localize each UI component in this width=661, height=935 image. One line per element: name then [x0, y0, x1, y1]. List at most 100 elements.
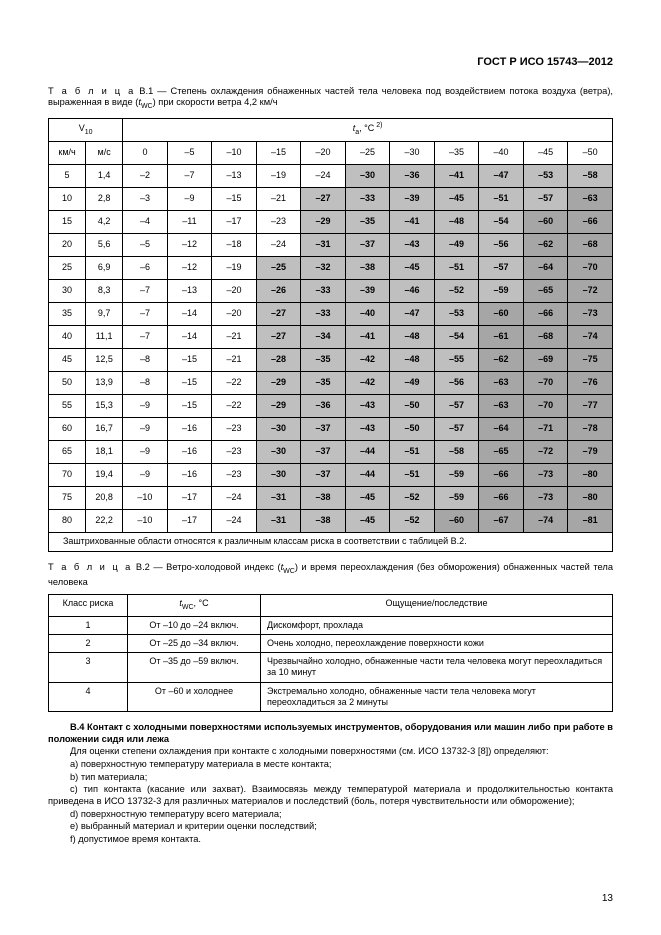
cell-value: –27 [256, 302, 301, 325]
cell-value: –41 [434, 164, 479, 187]
table-b1: V10 ta, °C 2) км/чм/с0–5–10–15–20–25–30–… [48, 118, 613, 552]
cell-kmh: 55 [49, 394, 86, 417]
cell-value: –51 [390, 440, 435, 463]
cell-value: –59 [434, 486, 479, 509]
cell-value: –80 [568, 463, 613, 486]
cell-value: –66 [479, 463, 524, 486]
cell-value: –20 [212, 302, 257, 325]
cell-value: –70 [523, 394, 568, 417]
cell-value: –28 [256, 348, 301, 371]
twc-range: От –35 до –59 включ. [128, 653, 261, 683]
cell-value: –73 [523, 463, 568, 486]
cell-kmh: 70 [49, 463, 86, 486]
temp-header: 0 [123, 141, 168, 164]
cell-value: –23 [256, 210, 301, 233]
cell-value: –39 [345, 279, 390, 302]
cell-value: –72 [568, 279, 613, 302]
cell-value: –19 [256, 164, 301, 187]
cell-value: –41 [345, 325, 390, 348]
table-row: 8022,2–10–17–24–31–38–45–52–60–67–74–81 [49, 509, 613, 532]
cell-value: –27 [256, 325, 301, 348]
cell-value: –70 [523, 371, 568, 394]
cell-value: –2 [123, 164, 168, 187]
b2-h1: Класс риска [49, 595, 128, 617]
cell-value: –9 [167, 187, 212, 210]
cell-value: –48 [390, 325, 435, 348]
cell-value: –52 [390, 509, 435, 532]
cell-value: –74 [523, 509, 568, 532]
temp-header: –15 [256, 141, 301, 164]
cell-value: –17 [167, 486, 212, 509]
cell-value: –33 [301, 279, 346, 302]
list-item: f) допустимое время контакта. [48, 834, 613, 846]
twc-sub: WC [141, 103, 153, 110]
cell-value: –12 [167, 233, 212, 256]
cell-value: –30 [345, 164, 390, 187]
risk-class: 1 [49, 616, 128, 634]
temp-header: –10 [212, 141, 257, 164]
cell-value: –53 [523, 164, 568, 187]
cell-value: –10 [123, 509, 168, 532]
table-row: 1От –10 до –24 включ.Дискомфорт, прохлад… [49, 616, 613, 634]
cell-value: –57 [434, 417, 479, 440]
cell-value: –23 [212, 463, 257, 486]
cell-ms: 13,9 [86, 371, 123, 394]
cell-value: –5 [123, 233, 168, 256]
cell-ms: 8,3 [86, 279, 123, 302]
cell-value: –7 [123, 302, 168, 325]
v10-header: V10 [49, 118, 123, 141]
cell-value: –6 [123, 256, 168, 279]
unit-kmh: км/ч [49, 141, 86, 164]
cell-value: –37 [345, 233, 390, 256]
cell-value: –33 [301, 302, 346, 325]
cell-value: –25 [256, 256, 301, 279]
cell-value: –63 [479, 371, 524, 394]
cell-value: –39 [390, 187, 435, 210]
cell-value: –16 [167, 417, 212, 440]
cell-value: –9 [123, 440, 168, 463]
cell-value: –79 [568, 440, 613, 463]
cell-value: –63 [479, 394, 524, 417]
table-row: 6518,1–9–16–23–30–37–44–51–58–65–72–79 [49, 440, 613, 463]
temp-header: –20 [301, 141, 346, 164]
b2-h3: Ощущение/последствие [261, 595, 613, 617]
cell-value: –53 [434, 302, 479, 325]
cell-value: –45 [390, 256, 435, 279]
cell-value: –54 [479, 210, 524, 233]
cell-value: –43 [390, 233, 435, 256]
cell-value: –4 [123, 210, 168, 233]
cell-value: –49 [434, 233, 479, 256]
cell-value: –40 [345, 302, 390, 325]
cell-value: –15 [167, 371, 212, 394]
twc-range: От –25 до –34 включ. [128, 634, 261, 652]
cell-value: –19 [212, 256, 257, 279]
cell-value: –66 [523, 302, 568, 325]
temp-header: –30 [390, 141, 435, 164]
cell-value: –9 [123, 417, 168, 440]
cell-value: –7 [167, 164, 212, 187]
cell-value: –35 [301, 371, 346, 394]
doc-header: ГОСТ Р ИСО 15743—2012 [48, 56, 613, 70]
cell-value: –38 [301, 509, 346, 532]
cell-value: –36 [390, 164, 435, 187]
cell-value: –31 [256, 486, 301, 509]
cell-value: –41 [390, 210, 435, 233]
cell-value: –38 [345, 256, 390, 279]
twc-range: От –60 и холоднее [128, 682, 261, 712]
cell-value: –57 [434, 394, 479, 417]
cell-value: –37 [301, 463, 346, 486]
cell-value: –46 [390, 279, 435, 302]
cell-value: –51 [434, 256, 479, 279]
cell-value: –55 [434, 348, 479, 371]
page-number: 13 [602, 893, 613, 906]
cell-kmh: 40 [49, 325, 86, 348]
cell-kmh: 45 [49, 348, 86, 371]
temp-header: –5 [167, 141, 212, 164]
cell-ms: 18,1 [86, 440, 123, 463]
effect: Экстремально холодно, обнаженные части т… [261, 682, 613, 712]
cell-ms: 16,7 [86, 417, 123, 440]
cell-value: –29 [256, 371, 301, 394]
cell-ms: 2,8 [86, 187, 123, 210]
cell-value: –43 [345, 394, 390, 417]
cell-value: –29 [301, 210, 346, 233]
